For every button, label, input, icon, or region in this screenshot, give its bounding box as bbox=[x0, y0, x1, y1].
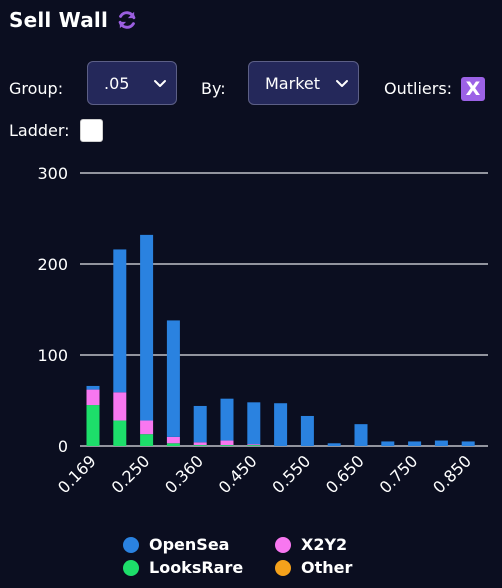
outliers-label: Outliers: bbox=[384, 79, 453, 98]
bar-segment-x2y2 bbox=[86, 389, 100, 406]
bar-segment-opensea bbox=[461, 441, 475, 446]
by-select[interactable]: Market bbox=[248, 61, 359, 105]
bar-segment-opensea bbox=[247, 402, 261, 445]
bar-segment-looksrare bbox=[220, 445, 234, 446]
legend-item-opensea[interactable]: OpenSea bbox=[123, 535, 229, 554]
x-tick-label: 0.750 bbox=[376, 451, 422, 497]
bar-segment-looksrare bbox=[86, 405, 100, 446]
bar-segment-opensea bbox=[354, 424, 368, 446]
legend-dot-other bbox=[275, 559, 291, 576]
legend-label-looksrare: LooksRare bbox=[149, 558, 244, 577]
x-tick-label: 0.250 bbox=[108, 451, 154, 497]
bar-segment-opensea bbox=[434, 440, 448, 446]
ladder-checkbox[interactable] bbox=[80, 119, 103, 142]
x-tick-label: 0.450 bbox=[215, 451, 261, 497]
bar-segment-opensea bbox=[408, 441, 422, 446]
bar-segment-opensea bbox=[193, 405, 207, 443]
bar-segment-x2y2 bbox=[166, 436, 180, 444]
bar-segment-opensea bbox=[86, 385, 100, 390]
x-tick-label: 0.850 bbox=[429, 451, 475, 497]
bar-segment-looksrare bbox=[113, 420, 127, 446]
group-select-value: .05 bbox=[104, 73, 130, 93]
bar-segment-opensea bbox=[113, 249, 127, 393]
legend-dot-opensea bbox=[123, 536, 139, 553]
bar-segment-x2y2 bbox=[140, 420, 154, 435]
legend-item-other[interactable]: Other bbox=[275, 558, 352, 577]
legend-label-other: Other bbox=[301, 558, 353, 577]
x-tick-label: 0.650 bbox=[322, 451, 368, 497]
by-select-value: Market bbox=[265, 73, 320, 93]
legend-dot-x2y2 bbox=[275, 536, 291, 553]
bar-segment-opensea bbox=[140, 234, 154, 421]
page-title: Sell Wall bbox=[9, 8, 138, 32]
x-tick-label: 0.169 bbox=[54, 451, 100, 497]
legend-label-opensea: OpenSea bbox=[149, 535, 230, 554]
bar-segment-looksrare bbox=[166, 443, 180, 446]
legend-dot-looksrare bbox=[123, 559, 139, 576]
outliers-checkbox-mark: X bbox=[465, 78, 481, 100]
y-tick-label: 200 bbox=[37, 255, 68, 274]
bar-segment-looksrare bbox=[140, 434, 154, 446]
bar-segment-x2y2 bbox=[193, 442, 207, 446]
legend-item-x2y2[interactable]: X2Y2 bbox=[275, 535, 347, 554]
bar-segment-looksrare bbox=[247, 445, 261, 446]
bar-segment-x2y2 bbox=[220, 440, 234, 446]
chevron-down-icon bbox=[154, 80, 166, 87]
bar-segment-looksrare bbox=[193, 445, 207, 446]
bar-segment-x2y2 bbox=[113, 392, 127, 421]
outliers-checkbox[interactable]: X bbox=[461, 77, 485, 101]
title-text: Sell Wall bbox=[9, 8, 108, 32]
y-tick-label: 100 bbox=[37, 346, 68, 365]
bar-segment-opensea bbox=[166, 320, 180, 437]
bar-segment-opensea bbox=[300, 415, 314, 446]
y-tick-label: 0 bbox=[58, 437, 68, 456]
chevron-down-icon bbox=[336, 80, 348, 87]
refresh-icon[interactable] bbox=[116, 9, 138, 31]
bar-segment-opensea bbox=[274, 403, 288, 446]
legend-item-looksrare[interactable]: LooksRare bbox=[123, 558, 243, 577]
x-tick-label: 0.360 bbox=[161, 451, 207, 497]
bar-segment-opensea bbox=[327, 443, 341, 446]
bar-segment-opensea bbox=[381, 441, 395, 446]
x-tick-label: 0.550 bbox=[268, 451, 314, 497]
group-label: Group: bbox=[9, 79, 64, 98]
bar-segment-x2y2 bbox=[247, 444, 261, 446]
legend-label-x2y2: X2Y2 bbox=[301, 535, 348, 554]
bar-segment-opensea bbox=[220, 398, 234, 441]
ladder-label: Ladder: bbox=[9, 121, 70, 140]
group-select[interactable]: .05 bbox=[87, 61, 177, 105]
by-label: By: bbox=[201, 79, 226, 98]
y-tick-label: 300 bbox=[37, 164, 68, 183]
